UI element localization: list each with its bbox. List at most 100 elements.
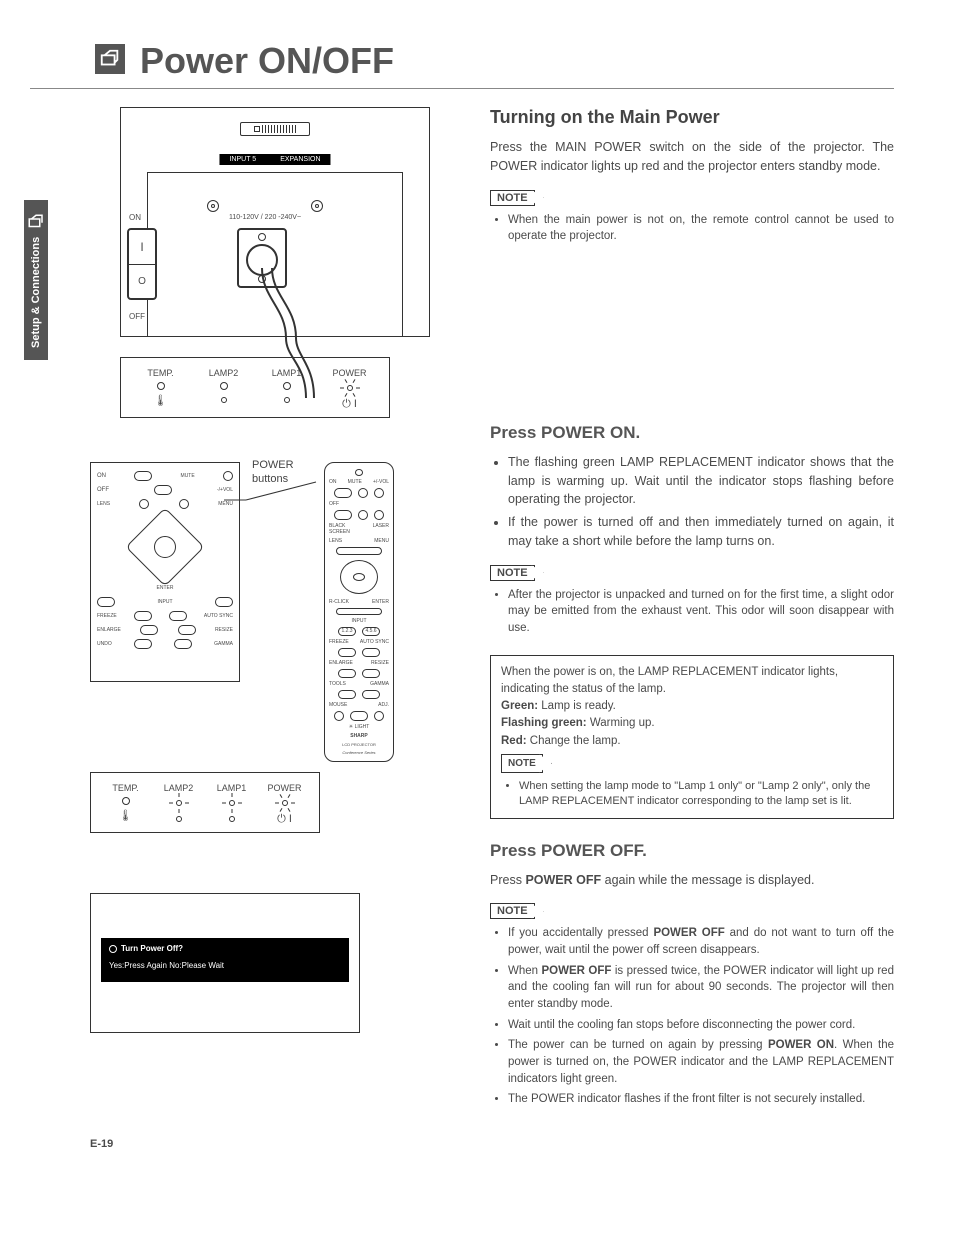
info-flashing: Warming up.: [587, 717, 655, 729]
ind2-power-label: POWER: [267, 783, 301, 793]
note-tag-2: NOTE: [490, 565, 535, 581]
sec3-n3: Wait until the cooling fan stops before …: [508, 1017, 894, 1034]
ind-power-label: POWER: [332, 368, 366, 378]
expansion-label: EXPANSION: [280, 156, 320, 163]
rc-model: LCD PROJECTOR: [342, 742, 376, 747]
lamp-status-box: When the power is on, the LAMP REPLACEME…: [490, 655, 894, 819]
info-red-label: Red:: [501, 735, 527, 747]
devices-row: ONMUTE OFF-/+VOL LENSMENU ENTER INPUT FR…: [90, 462, 460, 762]
rc-123: 1.2.3: [338, 627, 356, 636]
sec3-notes: If you accidentally pressed POWER OFF an…: [490, 925, 894, 1108]
note-tag-1: NOTE: [490, 190, 535, 206]
sec3-heading: Press POWER OFF.: [490, 841, 894, 861]
lamp2-icon: [218, 394, 230, 406]
osd-title: Turn Power Off?: [121, 944, 183, 953]
lamp1-icon-2: [226, 813, 238, 825]
rc-laser: LASER: [373, 523, 389, 535]
power-led-lit: [344, 382, 356, 394]
ind-lamp2-label: LAMP2: [209, 368, 239, 378]
power-icon-2: ⏻ I: [277, 813, 292, 826]
main-power-switch: I O: [127, 228, 157, 300]
rc-resize: RESIZE: [371, 660, 389, 666]
rc-mute: MUTE: [348, 479, 362, 485]
note-tag-3: NOTE: [501, 754, 543, 773]
osd-power-icon: [109, 945, 117, 953]
indicator-panel-standby: TEMP. 🌡 LAMP2 LAMP1 POWER: [120, 357, 390, 418]
ind2-lamp2-label: LAMP2: [164, 783, 194, 793]
ind2-temp-label: TEMP.: [112, 783, 138, 793]
info-green: Lamp is ready.: [538, 700, 616, 712]
rc-menu: MENU: [374, 538, 389, 544]
side-tab-label: Setup & Connections: [30, 237, 42, 348]
rc-rclick: R-CLICK: [329, 599, 349, 605]
sec3-n2: When POWER OFF is pressed twice, the POW…: [508, 963, 894, 1013]
voltage-label: 110-120V / 220 -240V~: [229, 214, 301, 221]
sec2-b2: If the power is turned off and then imme…: [508, 513, 894, 551]
info-n1: When setting the lamp mode to "Lamp 1 on…: [519, 779, 883, 810]
sec3-body: Press POWER OFF again while the message …: [490, 871, 894, 890]
rc-off: OFF: [329, 501, 339, 507]
power-buttons-label: POWER buttons: [252, 458, 318, 487]
rc-enter: ENTER: [372, 599, 389, 605]
info-red: Change the lamp.: [527, 735, 621, 747]
sec1-heading: Turning on the Main Power: [490, 107, 894, 128]
sec3-n5: The POWER indicator flashes if the front…: [508, 1091, 894, 1108]
sec1-note1: When the main power is not on, the remot…: [508, 212, 894, 245]
sec1-body: Press the MAIN POWER switch on the side …: [490, 138, 894, 176]
off-label: OFF: [129, 312, 145, 321]
sec3-n1: If you accidentally pressed POWER OFF an…: [508, 925, 894, 958]
sec2-notes: After the projector is unpacked and turn…: [490, 587, 894, 637]
sec1-notes: When the main power is not on, the remot…: [490, 212, 894, 245]
lamp2-icon-2: [173, 813, 185, 825]
ind2-lamp1-label: LAMP1: [217, 783, 247, 793]
rc-gamma: GAMMA: [370, 681, 389, 687]
rc-vol: +/-VOL: [373, 479, 389, 485]
switch-on-pos: I: [129, 230, 155, 265]
info-intro: When the power is on, the LAMP REPLACEME…: [501, 664, 883, 699]
rc-black: BLACK SCREEN: [329, 523, 365, 535]
rc-freeze: FREEZE: [329, 639, 349, 645]
temp-led-2: [122, 797, 130, 805]
page-title: Power ON/OFF: [140, 40, 894, 82]
rc-456: 4.5.6: [362, 627, 380, 636]
side-tab: Setup & Connections: [24, 200, 48, 360]
input5-label: INPUT 5: [229, 156, 256, 163]
power-icon: ⏻ I: [342, 398, 357, 411]
title-rule: [30, 88, 894, 89]
projector-diagram: INPUT 5 EXPANSION ON OFF I O 110-120V / …: [120, 107, 430, 337]
rc-autosync: AUTO SYNC: [360, 639, 389, 645]
rc-lens: LENS: [329, 538, 342, 544]
lamp1-icon: [281, 394, 293, 406]
rc-on: ON: [329, 479, 337, 485]
lamp2-led: [220, 382, 228, 390]
note-tag-4: NOTE: [490, 903, 535, 919]
rc-tools: TOOLS: [329, 681, 346, 687]
sec2-bullets: The flashing green LAMP REPLACEMENT indi…: [490, 453, 894, 551]
rc-brand: SHARP: [350, 733, 368, 739]
osd-dialog: Turn Power Off? Yes:Press Again No:Pleas…: [90, 893, 360, 1033]
left-column: INPUT 5 EXPANSION ON OFF I O 110-120V / …: [90, 107, 460, 1033]
temp-led: [157, 382, 165, 390]
info-flashing-label: Flashing green:: [501, 717, 587, 729]
ind-temp-label: TEMP.: [147, 368, 173, 378]
side-tab-icon: [27, 213, 45, 231]
rc-enlarge: ENLARGE: [329, 660, 353, 666]
sec3-n4: The power can be turned on again by pres…: [508, 1037, 894, 1087]
on-label: ON: [129, 213, 141, 222]
page-number: E-19: [90, 1138, 894, 1150]
temp-icon-2: 🌡: [119, 809, 133, 822]
lamp2-led-lit: [173, 797, 185, 809]
osd-line: Yes:Press Again No:Please Wait: [109, 961, 341, 970]
rc-light: LIGHT: [355, 724, 370, 730]
remote-control: ON MUTE +/-VOL OFF BLACK SCREEN LASER LENS M…: [324, 462, 394, 762]
indicator-panel-on: TEMP. 🌡 LAMP2 LAMP1 POWER: [90, 772, 320, 833]
title-icon: [95, 44, 125, 74]
remote-dpad: [340, 560, 378, 594]
sec2-b1: The flashing green LAMP REPLACEMENT indi…: [508, 453, 894, 509]
temp-icon: 🌡: [154, 394, 168, 407]
switch-off-pos: O: [129, 265, 155, 299]
power-led-lit-2: [279, 797, 291, 809]
rc-adj: ADJ.: [378, 702, 389, 708]
rc-input: INPUT: [352, 618, 367, 624]
rc-mouse: MOUSE: [329, 702, 347, 708]
